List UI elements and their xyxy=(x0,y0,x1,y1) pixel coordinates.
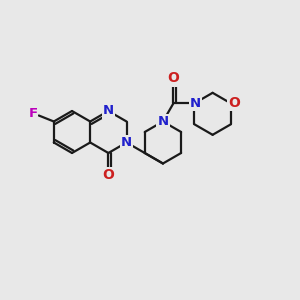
Text: O: O xyxy=(102,168,114,182)
Text: O: O xyxy=(167,71,179,85)
Text: N: N xyxy=(190,97,201,110)
Text: O: O xyxy=(228,96,240,110)
Text: N: N xyxy=(121,136,132,149)
Text: N: N xyxy=(158,115,169,128)
Text: F: F xyxy=(28,107,38,120)
Text: N: N xyxy=(103,104,114,118)
Text: N: N xyxy=(190,97,201,110)
